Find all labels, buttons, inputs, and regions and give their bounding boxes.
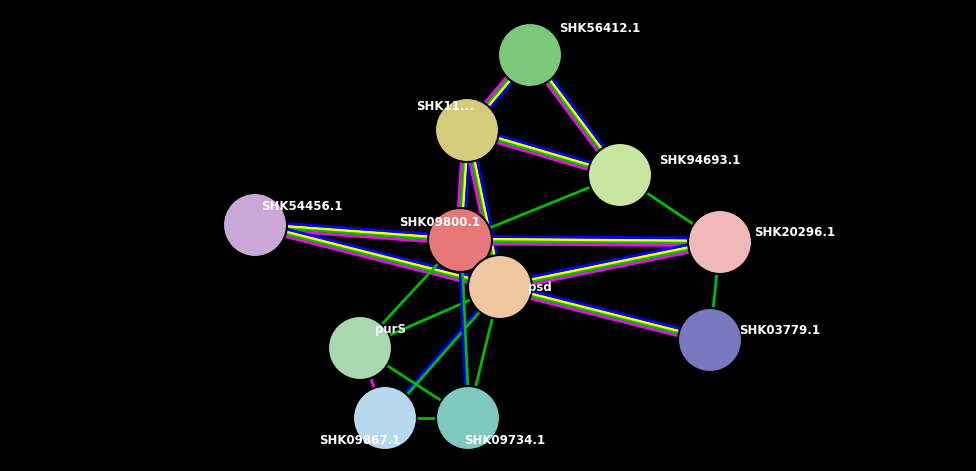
Circle shape	[428, 208, 492, 272]
Text: psd: psd	[528, 281, 551, 293]
Circle shape	[435, 98, 499, 162]
Text: SHK56412.1: SHK56412.1	[559, 22, 640, 34]
Circle shape	[328, 316, 392, 380]
Circle shape	[353, 386, 417, 450]
Text: SHK54456.1: SHK54456.1	[262, 201, 343, 213]
Text: purS: purS	[375, 324, 405, 336]
Text: SHK20296.1: SHK20296.1	[754, 226, 835, 238]
Text: SHK94693.1: SHK94693.1	[660, 154, 741, 167]
Text: SHK11...: SHK11...	[416, 100, 473, 114]
Circle shape	[588, 143, 652, 207]
Circle shape	[468, 255, 532, 319]
Circle shape	[223, 193, 287, 257]
Circle shape	[688, 210, 752, 274]
Text: SHK03779.1: SHK03779.1	[740, 324, 821, 336]
Circle shape	[678, 308, 742, 372]
Circle shape	[436, 386, 500, 450]
Text: SHK09800.1: SHK09800.1	[399, 216, 480, 228]
Circle shape	[498, 23, 562, 87]
Text: SHK09734.1: SHK09734.1	[465, 433, 546, 447]
Text: SHK09867.1: SHK09867.1	[319, 433, 400, 447]
